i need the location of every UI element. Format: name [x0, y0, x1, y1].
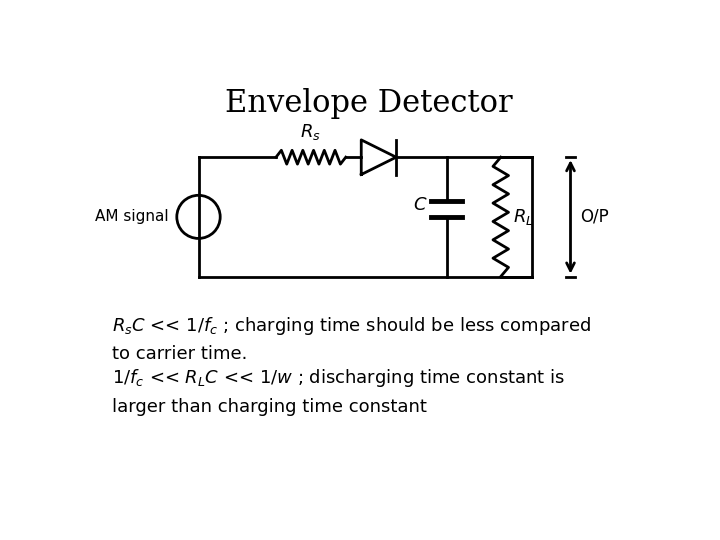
Text: O/P: O/P [580, 208, 608, 226]
Text: AM signal: AM signal [96, 210, 169, 225]
Text: $R_L$: $R_L$ [513, 207, 534, 227]
Text: C: C [414, 197, 426, 214]
Text: $R_s$$C$ << $1/f_c$ ; charging time should be less compared
to carrier time.: $R_s$$C$ << $1/f_c$ ; charging time shou… [112, 315, 590, 363]
Text: Envelope Detector: Envelope Detector [225, 88, 513, 119]
Text: $R_s$: $R_s$ [300, 122, 321, 142]
Text: $1/f_c$ << $R_L$$C$ << $1/w$ ; discharging time constant is
larger than charging: $1/f_c$ << $R_L$$C$ << $1/w$ ; dischargi… [112, 367, 565, 416]
